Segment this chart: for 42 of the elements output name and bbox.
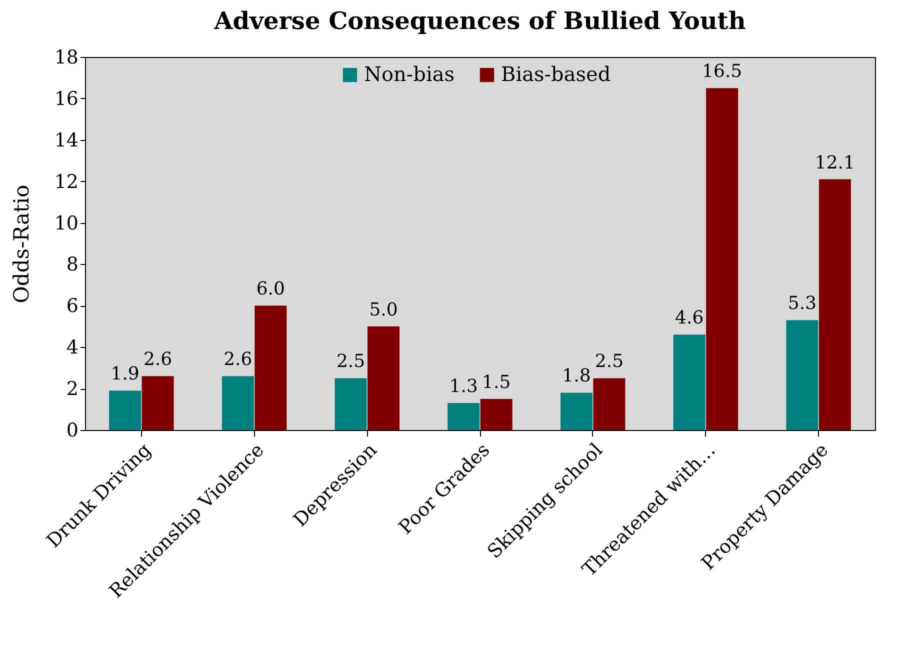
bar [109, 390, 142, 430]
data-label: 1.9 [110, 364, 140, 385]
chart-title: Adverse Consequences of Bullied Youth [213, 6, 746, 35]
legend-label: Non-bias [364, 62, 455, 86]
data-label: 2.5 [594, 351, 624, 372]
bar [786, 320, 818, 430]
y-tick-label: 0 [66, 420, 78, 442]
bar [222, 376, 254, 430]
bar [818, 179, 851, 430]
y-tick-label: 14 [54, 129, 78, 152]
legend-label: Bias-based [501, 62, 611, 86]
y-tick-label: 2 [66, 378, 78, 400]
bar [706, 88, 738, 430]
data-label: 1.8 [562, 366, 591, 387]
y-tick-label: 4 [66, 336, 78, 359]
data-label: 6.0 [256, 278, 285, 300]
bar [254, 306, 287, 430]
bar [673, 334, 706, 430]
bar [334, 378, 367, 430]
bar [560, 392, 592, 430]
y-tick-label: 8 [66, 254, 78, 276]
bar [480, 398, 512, 430]
data-label: 5.3 [788, 293, 817, 314]
y-axis-title: Odds-Ratio [9, 184, 34, 304]
data-label: 12.1 [814, 152, 855, 174]
y-tick-label: 16 [54, 88, 78, 110]
y-tick-label: 18 [54, 46, 78, 68]
data-label: 16.5 [702, 61, 742, 82]
data-label: 2.6 [224, 349, 252, 370]
y-tick-label: 10 [54, 212, 78, 234]
bar [593, 378, 626, 430]
data-label: 2.6 [143, 349, 172, 370]
y-tick-label: 6 [66, 295, 78, 318]
y-tick-label: 12 [54, 170, 78, 193]
data-label: 1.5 [482, 372, 511, 393]
data-label: 4.6 [675, 308, 704, 329]
data-label: 5.0 [369, 299, 398, 320]
bar [448, 403, 480, 430]
data-label: 2.5 [336, 351, 366, 372]
bar [368, 326, 400, 430]
bar [142, 376, 174, 430]
data-label: 1.3 [449, 376, 478, 398]
